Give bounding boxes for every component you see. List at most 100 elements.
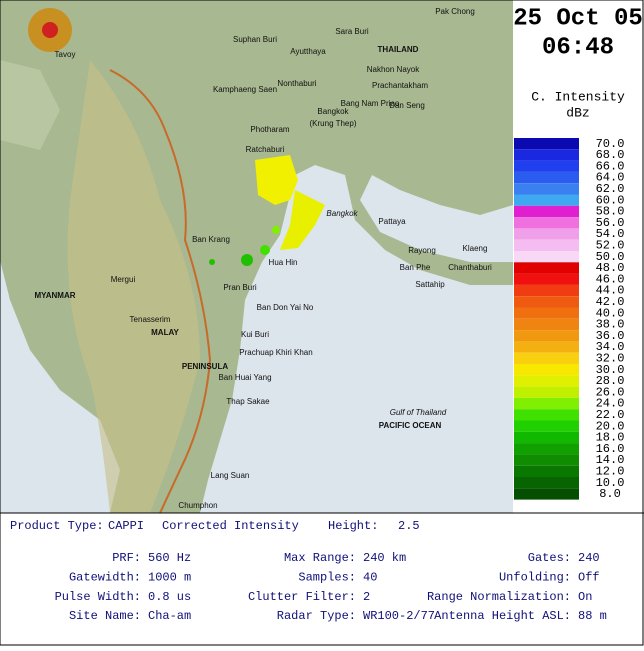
- legend-title: C. Intensity: [531, 89, 625, 104]
- place-label: Photharam: [250, 125, 289, 134]
- info-label: Gatewidth:: [69, 570, 141, 584]
- place-label: MYANMAR: [34, 291, 75, 300]
- echo: [272, 226, 280, 234]
- level-label: 58.0: [596, 205, 625, 219]
- info-value: 2: [363, 590, 370, 604]
- place-label: Tenasserim: [130, 315, 171, 324]
- place-label: PACIFIC OCEAN: [379, 421, 442, 430]
- info-value: On: [578, 590, 592, 604]
- place-label: Kamphaeng Saen: [213, 85, 277, 94]
- echo: [260, 245, 270, 255]
- color-band: [514, 443, 579, 455]
- map: [0, 0, 513, 514]
- place-label: Ayutthaya: [290, 47, 326, 56]
- color-band: [514, 386, 579, 398]
- color-band: [514, 149, 579, 161]
- color-band: [514, 205, 579, 218]
- color-band: [514, 194, 579, 206]
- level-label: 22.0: [596, 408, 625, 422]
- date: 25 Oct 05: [513, 5, 643, 32]
- info-value: 1000 m: [148, 570, 191, 584]
- border: [109, 69, 212, 514]
- info-label: Clutter Filter:: [248, 590, 356, 604]
- level-label: 42.0: [596, 295, 625, 309]
- place-label: Bangkok: [317, 107, 349, 116]
- color-band: [514, 488, 579, 500]
- info-value: WR100-2/77: [363, 609, 435, 623]
- level-label: 66.0: [596, 159, 625, 173]
- info-value: Cha-am: [148, 609, 191, 623]
- level-label: 52.0: [596, 239, 625, 253]
- place-label: Kui Buri: [241, 330, 269, 339]
- level-label: 46.0: [596, 272, 625, 286]
- level-label: 38.0: [596, 318, 625, 332]
- place-label: Ratchaburi: [246, 145, 285, 154]
- level-label: 44.0: [596, 284, 625, 298]
- place-label: Thap Sakae: [226, 397, 270, 406]
- color-band: [514, 160, 579, 172]
- color-band: [514, 251, 579, 263]
- legend-unit: dBz: [566, 105, 589, 120]
- place-label: Rayong: [408, 246, 436, 255]
- level-label: 10.0: [596, 476, 625, 490]
- time: 06:48: [542, 34, 614, 61]
- place-label: Chanthaburi: [448, 263, 492, 272]
- level-label: 34.0: [596, 340, 625, 354]
- color-band: [514, 420, 579, 432]
- place-label: Mergui: [111, 275, 136, 284]
- color-band: [514, 262, 579, 274]
- color-band: [514, 375, 579, 387]
- place-label: Ban Don Yai No: [257, 303, 314, 312]
- place-label: PENINSULA: [182, 362, 228, 371]
- color-band: [514, 171, 579, 184]
- info-value: Off: [578, 570, 600, 584]
- info-value: 560 Hz: [148, 551, 191, 565]
- level-label: 54.0: [596, 227, 625, 241]
- place-label: Nakhon Nayok: [367, 65, 420, 74]
- place-label: Sara Buri: [335, 27, 369, 36]
- color-band: [514, 307, 579, 319]
- info-label: Site Name:: [69, 609, 141, 623]
- info-label: Unfolding:: [499, 570, 571, 584]
- level-label: 30.0: [596, 363, 625, 377]
- color-band: [514, 364, 579, 376]
- place-label: Bangkok: [326, 209, 358, 218]
- info-value: Corrected Intensity: [162, 519, 299, 533]
- land: [0, 60, 60, 150]
- color-band: [514, 454, 579, 466]
- echo: [255, 155, 298, 205]
- place-label: THAILAND: [378, 45, 419, 54]
- color-band: [514, 217, 579, 229]
- place-label: Nonthaburi: [277, 79, 316, 88]
- level-label: 18.0: [596, 431, 625, 445]
- color-band: [514, 273, 579, 285]
- level-label: 32.0: [596, 352, 625, 366]
- color-band: [514, 465, 579, 477]
- level-label: 48.0: [596, 261, 625, 275]
- level-label: 70.0: [596, 137, 625, 151]
- info-label: Antenna Height ASL:: [434, 609, 571, 623]
- place-label: Ban Phe: [400, 263, 431, 272]
- color-band: [514, 183, 579, 195]
- info-value: 2.5: [398, 519, 420, 533]
- info-value: CAPPI: [108, 519, 144, 533]
- info-value: 240: [578, 551, 600, 565]
- color-band: [514, 318, 579, 331]
- level-label: 14.0: [596, 453, 625, 467]
- info-value: 0.8 us: [148, 590, 191, 604]
- info-label: Samples:: [298, 570, 356, 584]
- color-band: [514, 330, 579, 342]
- info-label: Range Normalization:: [427, 590, 571, 604]
- place-label: Suphan Buri: [233, 35, 277, 44]
- place-label: Prachantakham: [372, 81, 428, 90]
- color-band: [514, 228, 579, 240]
- place-label: Klaeng: [463, 244, 488, 253]
- info-label: Max Range:: [284, 551, 356, 565]
- color-band: [514, 397, 579, 410]
- place-label: Dan Seng: [389, 101, 425, 110]
- info-label: Pulse Width:: [55, 590, 141, 604]
- level-label: 64.0: [596, 171, 625, 185]
- logo: [42, 22, 58, 38]
